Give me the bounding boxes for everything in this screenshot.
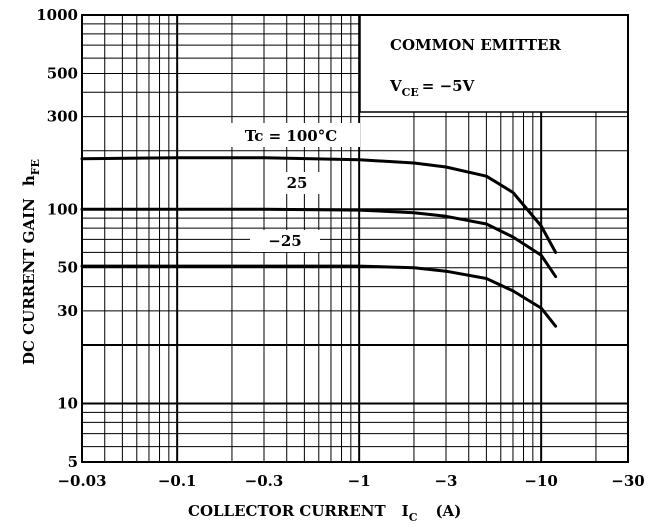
series-labels: Tc = 100°C 25 −25 bbox=[222, 123, 360, 252]
series-line bbox=[80, 156, 558, 254]
y-axis-symbol-sub: FE bbox=[29, 159, 42, 175]
series-group bbox=[80, 156, 558, 328]
x-tick-label: −0.3 bbox=[245, 472, 284, 490]
series-label: Tc = 100°C bbox=[245, 127, 337, 145]
x-tick-label: −0.03 bbox=[57, 472, 106, 490]
y-tick-labels: 5 10 30 50 100 300 500 1000 bbox=[36, 6, 78, 471]
y-axis-title: DC CURRENT GAIN bbox=[20, 198, 38, 365]
legend-v-sub: CE bbox=[402, 86, 419, 99]
plot-frame bbox=[81, 14, 629, 463]
x-tick-labels: −0.03 −0.1 −0.3 −1 −3 −10 −30 bbox=[57, 472, 644, 490]
legend-v: V bbox=[389, 77, 402, 95]
legend-line-2: VCE = −5V bbox=[389, 77, 475, 99]
x-axis-title: COLLECTOR CURRENT bbox=[188, 502, 386, 520]
x-axis-symbol-sub: C bbox=[409, 511, 418, 524]
series-label: −25 bbox=[268, 232, 301, 250]
y-tick-label: 30 bbox=[57, 302, 78, 320]
legend-v-rest: = −5V bbox=[422, 77, 475, 95]
x-axis-label: COLLECTOR CURRENT IC (A) bbox=[188, 502, 461, 524]
x-tick-label: −30 bbox=[611, 472, 644, 490]
y-axis-label: DC CURRENT GAIN hFE bbox=[20, 159, 42, 365]
series-line bbox=[80, 207, 558, 279]
y-tick-label: 50 bbox=[57, 259, 78, 277]
x-tick-label: −10 bbox=[524, 472, 557, 490]
y-tick-label: 5 bbox=[68, 453, 78, 471]
x-tick-label: −1 bbox=[348, 472, 371, 490]
x-axis-unit: (A) bbox=[435, 502, 461, 520]
series-line bbox=[80, 264, 558, 328]
series-label-bg bbox=[222, 123, 360, 147]
y-tick-label: 10 bbox=[57, 395, 78, 413]
legend-box bbox=[360, 15, 628, 112]
y-tick-label: 100 bbox=[47, 200, 78, 218]
x-tick-label: −0.1 bbox=[158, 472, 197, 490]
series-label-bg bbox=[266, 172, 328, 194]
y-tick-label: 300 bbox=[47, 108, 78, 126]
x-tick-label: −3 bbox=[434, 472, 457, 490]
y-axis-symbol: h bbox=[20, 175, 38, 186]
x-axis-symbol: I bbox=[402, 502, 409, 520]
legend-line-1: COMMON EMITTER bbox=[390, 36, 561, 54]
series-label-bg bbox=[250, 230, 320, 252]
series-label: 25 bbox=[287, 174, 308, 192]
y-tick-label: 1000 bbox=[36, 6, 78, 24]
y-tick-label: 500 bbox=[47, 64, 78, 82]
